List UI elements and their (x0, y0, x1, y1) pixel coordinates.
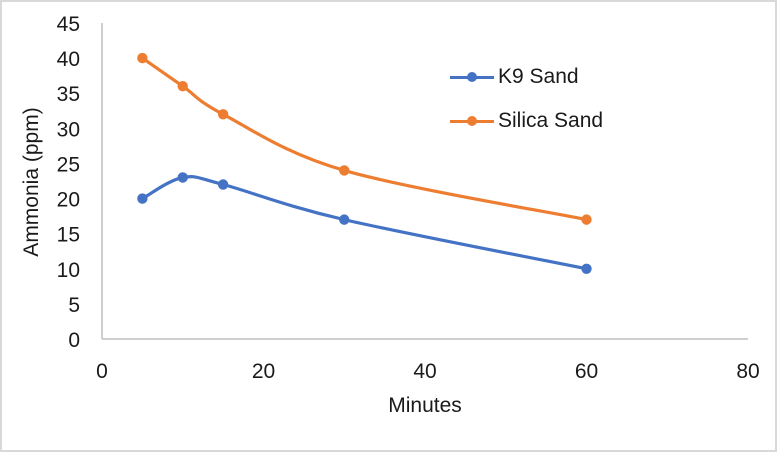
legend-marker-icon (450, 116, 494, 126)
data-point (177, 172, 188, 183)
series-line-k9-sand (140, 175, 589, 271)
legend-marker-icon (450, 72, 494, 82)
data-point (177, 81, 188, 92)
data-point (339, 165, 350, 176)
legend-label: Silica Sand (498, 109, 604, 132)
y-tick-label: 35 (57, 83, 80, 106)
y-axis-title: Ammonia (ppm) (20, 107, 43, 257)
y-tick-label: 45 (57, 13, 80, 36)
legend-label: K9 Sand (498, 65, 579, 88)
x-tick-label: 20 (252, 360, 275, 383)
legend-dot-icon (467, 72, 477, 82)
data-point (339, 214, 350, 225)
x-tick-label: 40 (413, 360, 436, 383)
y-tick-label: 40 (57, 48, 80, 71)
data-point (217, 109, 229, 120)
legend-dot-icon (467, 116, 477, 126)
data-point (137, 52, 148, 64)
legend-item-k9-sand: K9 Sand (450, 64, 603, 90)
y-tick-label: 20 (57, 189, 80, 212)
y-tick-label: 15 (57, 224, 80, 247)
x-tick-label: 0 (96, 360, 108, 383)
data-point (217, 179, 229, 190)
data-point (137, 193, 148, 204)
legend: K9 Sand Silica Sand (450, 64, 603, 134)
x-tick-label: 80 (736, 360, 759, 383)
y-tick-label: 5 (68, 294, 80, 317)
y-tick-label: 0 (68, 329, 80, 352)
legend-item-silica-sand: Silica Sand (450, 108, 603, 134)
y-tick-label: 10 (57, 259, 80, 282)
x-axis-title: Minutes (388, 394, 462, 417)
x-tick-label: 60 (575, 360, 598, 383)
y-tick-label: 25 (57, 153, 80, 176)
data-point (581, 214, 592, 225)
data-point (581, 263, 592, 274)
y-tick-label: 30 (57, 118, 80, 141)
